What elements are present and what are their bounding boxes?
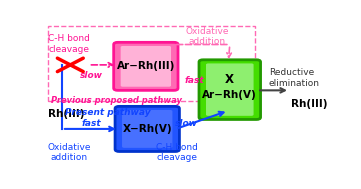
- Text: fast: fast: [185, 76, 205, 85]
- Text: Rh(III): Rh(III): [48, 109, 84, 119]
- FancyBboxPatch shape: [206, 64, 253, 116]
- Text: Ar−Rh(III): Ar−Rh(III): [117, 61, 175, 71]
- Text: C-H bond
cleavage: C-H bond cleavage: [156, 143, 197, 162]
- FancyBboxPatch shape: [122, 110, 173, 148]
- Text: X: X: [225, 73, 234, 86]
- Text: Rh(III): Rh(III): [291, 99, 328, 109]
- Text: X−Rh(V): X−Rh(V): [122, 124, 172, 134]
- FancyBboxPatch shape: [121, 46, 171, 87]
- Text: slow: slow: [80, 70, 103, 80]
- Text: Ar−Rh(V): Ar−Rh(V): [203, 91, 257, 100]
- Text: C-H bond
cleavage: C-H bond cleavage: [48, 34, 90, 54]
- FancyBboxPatch shape: [115, 106, 179, 151]
- Text: Present pathway: Present pathway: [65, 108, 150, 117]
- Text: Previous proposed pathway: Previous proposed pathway: [51, 96, 182, 105]
- Text: Oxidative
addition: Oxidative addition: [47, 143, 91, 162]
- Text: fast: fast: [82, 119, 101, 128]
- Text: Oxidative
addition: Oxidative addition: [186, 27, 229, 46]
- Text: slow: slow: [175, 119, 198, 128]
- FancyBboxPatch shape: [114, 42, 178, 90]
- Text: Reductive
elimination: Reductive elimination: [269, 68, 320, 88]
- FancyBboxPatch shape: [199, 60, 261, 119]
